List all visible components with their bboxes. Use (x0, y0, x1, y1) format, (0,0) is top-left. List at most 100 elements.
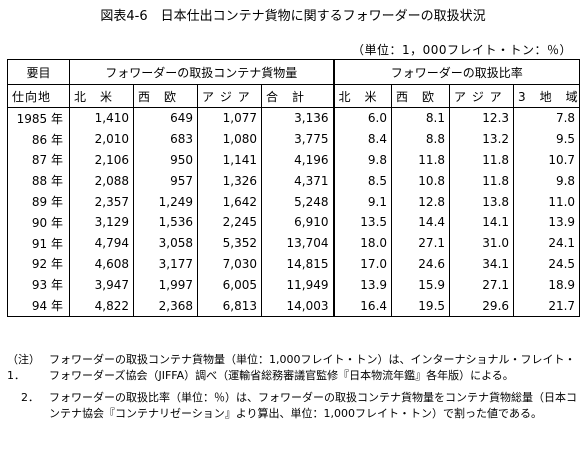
table-row: 87 年 2,106 950 1,141 4,196 9.8 11.8 11.8 10.7 (7, 149, 581, 171)
table-cell: 24.5 (513, 253, 581, 275)
table-cell: 11.8 (391, 149, 451, 171)
table-cell: 11,949 (260, 274, 335, 296)
col-header: 北 米 (332, 84, 393, 108)
table-cell: 18.9 (513, 274, 581, 296)
table-cell: 12.3 (449, 107, 515, 129)
table-cell: 7.8 (513, 107, 581, 129)
table-cell: 13.5 (332, 211, 393, 233)
table-cell: 1,141 (197, 149, 262, 171)
table-cell: 6,910 (260, 211, 335, 233)
table-cell: 649 (133, 107, 198, 129)
table-cell: 10.8 (391, 170, 451, 192)
row-year: 90 年 (7, 211, 70, 233)
table-cell: 11.8 (449, 149, 515, 171)
header-label-bottom: 仕向地 (7, 84, 70, 108)
table-cell: 17.0 (332, 253, 393, 275)
row-year: 93 年 (7, 274, 70, 296)
note-1: （注）1． フォワーダーの取扱コンテナ貨物量（単位：1,000フレイト・トン）は… (7, 352, 579, 384)
table-cell: 2,357 (69, 191, 134, 212)
table-cell: 5,248 (260, 191, 335, 212)
note-1-text: フォワーダーの取扱コンテナ貨物量（単位：1,000フレイト・トン）は、インターナ… (49, 353, 576, 382)
table-cell: 18.0 (332, 232, 393, 254)
table-cell: 21.7 (513, 295, 581, 317)
table-cell: 3,058 (133, 232, 198, 254)
row-year: 87 年 (7, 149, 70, 171)
table-row: 94 年 4,822 2,368 6,813 14,003 16.4 19.5 29.6 21.… (7, 295, 581, 317)
row-year: 92 年 (7, 253, 70, 275)
col-header: 西 欧 (133, 84, 198, 108)
table-cell: 5,352 (197, 232, 262, 254)
table-cell: 6,005 (197, 274, 262, 296)
table-cell: 14.1 (449, 211, 515, 233)
row-year: 94 年 (7, 295, 70, 317)
header-group-ratio: フォワーダーの取扱比率 (332, 59, 581, 85)
table-cell: 24.6 (391, 253, 451, 275)
table-cell: 7,030 (197, 253, 262, 275)
table-row: 88 年 2,088 957 1,326 4,371 8.5 10.8 11.8 9.8 (7, 170, 581, 192)
col-header: 西 欧 (391, 84, 451, 108)
table-cell: 4,822 (69, 295, 134, 317)
row-year: 86 年 (7, 128, 70, 150)
table-cell: 4,196 (260, 149, 335, 171)
table-cell: 4,794 (69, 232, 134, 254)
table-cell: 12.8 (391, 191, 451, 212)
table-cell: 3,947 (69, 274, 134, 296)
table-row: 90 年 3,129 1,536 2,245 6,910 13.5 14.4 14.1 13.9 (7, 211, 581, 233)
table-title: 図表4-6 日本仕出コンテナ貨物に関するフォワーダーの取扱状況 (100, 9, 486, 24)
col-header: 3 地 域 (513, 84, 581, 108)
table-cell: 9.8 (332, 149, 393, 171)
table-cell: 34.1 (449, 253, 515, 275)
table-row: 86 年 2,010 683 1,080 3,775 8.4 8.8 13.2 9.5 (7, 128, 581, 150)
note-1-mark: （注）1． (7, 353, 40, 382)
table-cell: 1,642 (197, 191, 262, 212)
table-row: 89 年 2,357 1,249 1,642 5,248 9.1 12.8 13.8 11.0 (7, 191, 581, 212)
table-cell: 1,326 (197, 170, 262, 192)
table-cell: 29.6 (449, 295, 515, 317)
table-cell: 1,077 (197, 107, 262, 129)
table-cell: 27.1 (391, 232, 451, 254)
table-cell: 11.0 (513, 191, 581, 212)
note-2-mark: 2． (21, 391, 39, 404)
table-cell: 8.1 (391, 107, 451, 129)
table-cell: 1,080 (197, 128, 262, 150)
table-cell: 13.9 (332, 274, 393, 296)
table-cell: 1,997 (133, 274, 198, 296)
table-cell: 14,003 (260, 295, 335, 317)
table-cell: 6,813 (197, 295, 262, 317)
table-cell: 950 (133, 149, 198, 171)
header-group-volume: フォワーダーの取扱コンテナ貨物量 (68, 59, 335, 85)
table-cell: 1,410 (69, 107, 134, 129)
table-cell: 2,368 (133, 295, 198, 317)
table-cell: 10.7 (513, 149, 581, 171)
table-cell: 4,608 (69, 253, 134, 275)
note-2: 2． フォワーダーの取扱比率（単位：％）は、フォワーダーの取扱コンテナ貨物量をコ… (7, 390, 579, 422)
table-cell: 19.5 (391, 295, 451, 317)
table-cell: 13.9 (513, 211, 581, 233)
container-cargo-table: 要目 フォワーダーの取扱コンテナ貨物量 フォワーダーの取扱比率 仕向地 北 米 … (7, 59, 581, 317)
table-cell: 3,775 (260, 128, 335, 150)
table-cell: 1,249 (133, 191, 198, 212)
row-year: 89 年 (7, 191, 70, 212)
row-year: 91 年 (7, 232, 70, 254)
row-year: 1985 年 (7, 107, 70, 129)
header-label-top: 要目 (7, 59, 70, 85)
table-cell: 27.1 (449, 274, 515, 296)
table-cell: 8.4 (332, 128, 393, 150)
table-cell: 3,136 (260, 107, 335, 129)
table-cell: 13,704 (260, 232, 335, 254)
table-cell: 683 (133, 128, 198, 150)
unit-label: （単位：1，000フレイト・トン：％） (351, 43, 572, 57)
table-cell: 9.8 (513, 170, 581, 192)
table-cell: 9.5 (513, 128, 581, 150)
table-cell: 9.1 (332, 191, 393, 212)
table-cell: 3,177 (133, 253, 198, 275)
col-header: 合 計 (260, 84, 335, 108)
table-cell: 13.8 (449, 191, 515, 212)
notes: （注）1． フォワーダーの取扱コンテナ貨物量（単位：1,000フレイト・トン）は… (7, 352, 579, 422)
col-header: ア ジ ア (197, 84, 262, 108)
table-cell: 24.1 (513, 232, 581, 254)
row-year: 88 年 (7, 170, 70, 192)
col-header: 北 米 (69, 84, 134, 108)
table-cell: 1,536 (133, 211, 198, 233)
table-cell: 31.0 (449, 232, 515, 254)
